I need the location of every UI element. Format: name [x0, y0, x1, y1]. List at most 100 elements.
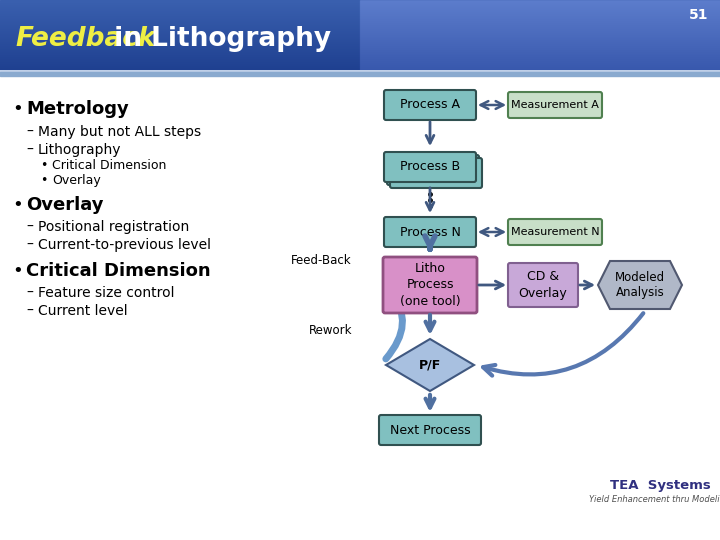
Bar [360, 41, 720, 42]
Bar [360, 32, 720, 33]
Bar [0, 50, 720, 51]
Bar [0, 72, 720, 76]
Bar [0, 68, 720, 69]
Bar [0, 21, 720, 22]
Bar [360, 4, 720, 5]
Text: –: – [26, 286, 33, 300]
FancyBboxPatch shape [384, 152, 476, 182]
Bar [360, 64, 720, 65]
Bar [360, 23, 720, 24]
Text: Many but not ALL steps: Many but not ALL steps [38, 125, 201, 139]
Text: Critical Dimension: Critical Dimension [52, 159, 166, 172]
FancyBboxPatch shape [379, 415, 481, 445]
Bar [360, 10, 720, 11]
Bar [360, 42, 720, 43]
Bar [360, 34, 720, 35]
Text: TEA  Systems: TEA Systems [610, 478, 711, 491]
Bar [360, 20, 720, 21]
Bar [0, 22, 720, 23]
Bar [360, 53, 720, 54]
Bar [360, 55, 720, 56]
Bar [0, 36, 720, 37]
Bar [360, 44, 720, 45]
Bar [0, 42, 720, 43]
Bar [360, 14, 720, 15]
Bar [0, 31, 720, 32]
Bar [0, 64, 720, 65]
Bar [0, 0, 720, 1]
Bar [0, 26, 720, 27]
Bar [360, 60, 720, 61]
Bar [0, 19, 720, 20]
Bar [0, 46, 720, 47]
Text: Lithography: Lithography [38, 143, 122, 157]
Bar [360, 29, 720, 30]
Bar [0, 62, 720, 63]
Bar [0, 1, 720, 2]
Bar [0, 17, 720, 18]
Bar [360, 63, 720, 64]
Text: Overlay: Overlay [26, 196, 104, 214]
Text: Yield Enhancement thru Modeling: Yield Enhancement thru Modeling [590, 496, 720, 504]
FancyBboxPatch shape [384, 90, 476, 120]
Bar [360, 27, 720, 28]
Text: Overlay: Overlay [52, 174, 101, 187]
Bar [0, 69, 720, 70]
Bar [0, 66, 720, 67]
Bar [0, 6, 720, 7]
Bar [360, 49, 720, 50]
Bar [0, 3, 720, 4]
Bar [0, 59, 720, 60]
Text: Litho
Process
(one tool): Litho Process (one tool) [400, 262, 460, 307]
Bar [0, 40, 720, 41]
Bar [0, 63, 720, 64]
Bar [360, 45, 720, 46]
Bar [360, 5, 720, 6]
Bar [360, 71, 720, 72]
Bar [360, 57, 720, 58]
Bar [360, 50, 720, 51]
FancyBboxPatch shape [390, 158, 482, 188]
Bar [360, 30, 720, 31]
Text: CD &
Overlay: CD & Overlay [518, 271, 567, 300]
Bar [360, 3, 720, 4]
Bar [0, 24, 720, 25]
Bar [0, 5, 720, 6]
Bar [360, 46, 720, 47]
Text: Next Process: Next Process [390, 423, 470, 436]
Bar [0, 14, 720, 15]
Bar [0, 30, 720, 31]
Bar [0, 16, 720, 17]
Bar [360, 52, 720, 53]
Bar [0, 25, 720, 26]
Bar [0, 18, 720, 19]
Bar [0, 71, 720, 72]
Bar [0, 47, 720, 48]
Text: Metrology: Metrology [26, 100, 129, 118]
Bar [360, 48, 720, 49]
Bar [0, 56, 720, 57]
Bar [360, 15, 720, 16]
FancyBboxPatch shape [508, 263, 578, 307]
Bar [360, 0, 720, 1]
Text: •: • [12, 196, 23, 214]
Bar [360, 11, 720, 12]
Bar [360, 28, 720, 29]
Bar [360, 26, 720, 27]
Bar [360, 1, 720, 2]
Bar [360, 66, 720, 67]
Bar [360, 9, 720, 10]
Bar [0, 53, 720, 54]
Bar [0, 39, 720, 40]
Bar [360, 17, 720, 18]
Text: •: • [12, 100, 23, 118]
Bar [360, 39, 720, 40]
Bar [0, 44, 720, 45]
Bar [360, 54, 720, 55]
Bar [360, 70, 720, 71]
Bar [0, 43, 720, 44]
Bar [360, 40, 720, 41]
Bar [0, 52, 720, 53]
Bar [360, 67, 720, 68]
Text: –: – [26, 304, 33, 318]
